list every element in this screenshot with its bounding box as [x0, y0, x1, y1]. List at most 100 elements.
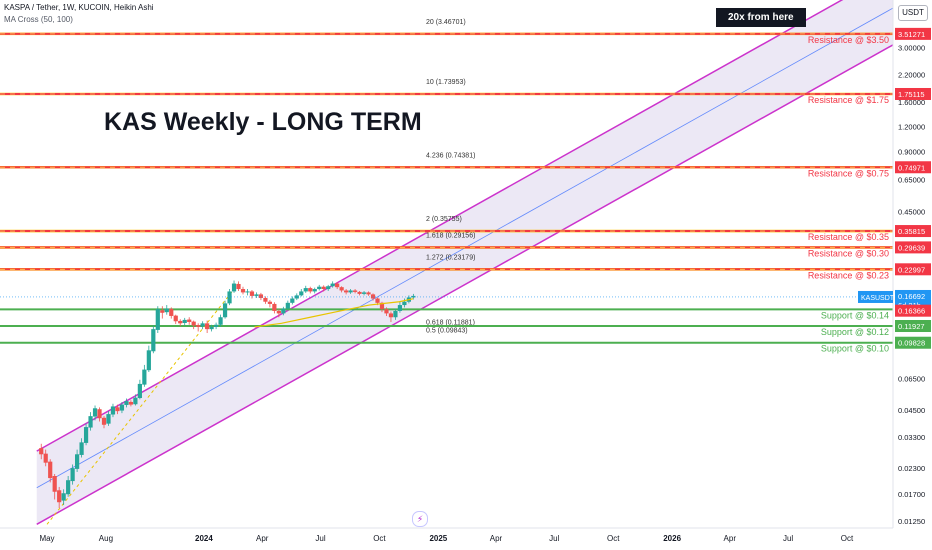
price-tag-label: 0.22997	[898, 265, 925, 274]
candle-body	[236, 283, 241, 290]
price-tag	[895, 320, 931, 333]
candle-body	[326, 286, 331, 290]
candle-body	[97, 409, 102, 419]
ma-price-tag	[895, 304, 931, 317]
candle-body	[75, 454, 80, 469]
candle-body	[79, 442, 84, 455]
lightning-icon[interactable]: ⚡	[412, 511, 428, 527]
candle-body	[272, 303, 277, 311]
candle-body	[379, 302, 385, 310]
candle-body	[83, 427, 89, 443]
level-label: Resistance @ $0.30	[808, 248, 889, 258]
x-tick-label: Apr	[724, 534, 737, 543]
symbol-tag	[858, 290, 893, 303]
fib-label: 4.236 (0.74381)	[426, 152, 475, 159]
candle-body	[366, 292, 371, 295]
candle-body	[146, 350, 151, 371]
x-tick-label: Oct	[607, 534, 620, 543]
candle-body	[312, 289, 317, 292]
candle-body	[290, 298, 295, 303]
candle-body	[370, 294, 376, 299]
x-tick-label: 2025	[429, 534, 447, 543]
y-tick-label: 0.65000	[898, 176, 925, 185]
candle-body	[357, 291, 362, 294]
candle-body	[133, 397, 138, 405]
level-label: Support @ $0.12	[821, 327, 889, 337]
ma-line	[254, 298, 414, 328]
candle-body	[375, 298, 380, 303]
level-label: Resistance @ $3.50	[808, 35, 889, 45]
x-tick-label: Oct	[373, 534, 386, 543]
y-tick-label: 0.06500	[898, 374, 925, 383]
candle-body	[110, 406, 116, 415]
y-tick-label: 0.45000	[898, 207, 925, 216]
candle-body	[160, 310, 165, 313]
price-tag-label: 0.29639	[898, 243, 925, 252]
candle-body	[267, 301, 272, 304]
price-tag	[895, 27, 931, 40]
price-tag	[895, 87, 931, 100]
candle-body	[124, 401, 129, 405]
y-tick-label: 0.02300	[898, 464, 925, 473]
y-tick-label: 0.03300	[898, 433, 925, 442]
fib-label: 1.272 (0.23179)	[426, 254, 475, 261]
candle-body	[101, 417, 107, 425]
candle-body	[258, 294, 264, 298]
candle-body	[303, 288, 308, 292]
fib-label: 10 (1.73953)	[426, 79, 466, 86]
candle-body	[348, 290, 353, 293]
x-tick-label: Apr	[490, 534, 503, 543]
price-tag	[895, 263, 931, 276]
candle-body	[402, 301, 407, 306]
price-tag-label: 1.75115	[898, 90, 925, 99]
candle-body	[397, 305, 403, 311]
candle-body	[128, 401, 134, 405]
currency-button[interactable]: USDT	[898, 5, 928, 21]
candle-body	[209, 326, 214, 330]
indicator-legend[interactable]: MA Cross (50, 100)	[4, 15, 73, 24]
y-tick-label: 0.01700	[898, 490, 925, 499]
candle-body	[321, 286, 326, 290]
candle-body	[393, 310, 398, 318]
x-tick-label: Jul	[549, 534, 559, 543]
x-tick-label: Oct	[841, 534, 854, 543]
candle-body	[294, 295, 299, 299]
candle-body	[240, 289, 246, 293]
level-label: Resistance @ $0.35	[808, 232, 889, 242]
level-label: Support @ $0.14	[821, 310, 889, 320]
price-tag-label: 0.11927	[898, 322, 925, 331]
candle-body	[66, 480, 71, 495]
candle-body	[115, 407, 120, 412]
candle-body	[285, 302, 290, 309]
price-tag	[895, 241, 931, 254]
candle-body	[169, 308, 174, 316]
x-tick-label: 2026	[663, 534, 681, 543]
price-tag	[895, 225, 931, 238]
candle-body	[43, 453, 48, 463]
candle-body	[142, 369, 147, 385]
y-tick-label: 3.00000	[898, 44, 925, 53]
candle-body	[119, 404, 125, 411]
candle-body	[39, 448, 44, 455]
price-tag	[895, 161, 931, 174]
symbol-header[interactable]: KASPA / Tether, 1W, KUCOIN, Heikin Ashi	[4, 3, 154, 12]
candle-body	[191, 321, 196, 326]
candle-body	[187, 319, 192, 322]
fib-label: 1.618 (0.29156)	[426, 232, 475, 239]
ma-price-label: 0.16366	[898, 307, 925, 316]
candle-body	[178, 320, 183, 324]
candle-body	[276, 310, 281, 314]
candle-body	[317, 286, 322, 290]
price-tag-label: 0.09828	[898, 339, 925, 348]
y-tick-label: 1.60000	[898, 98, 925, 107]
candle-body	[411, 295, 416, 298]
candle-body	[263, 297, 268, 302]
candle-body	[70, 468, 75, 482]
x-tick-label: May	[39, 534, 54, 543]
candle-body	[200, 323, 205, 327]
candle-body	[308, 288, 313, 292]
candle-body	[335, 283, 340, 288]
price-tag-label: 3.51271	[898, 30, 925, 39]
